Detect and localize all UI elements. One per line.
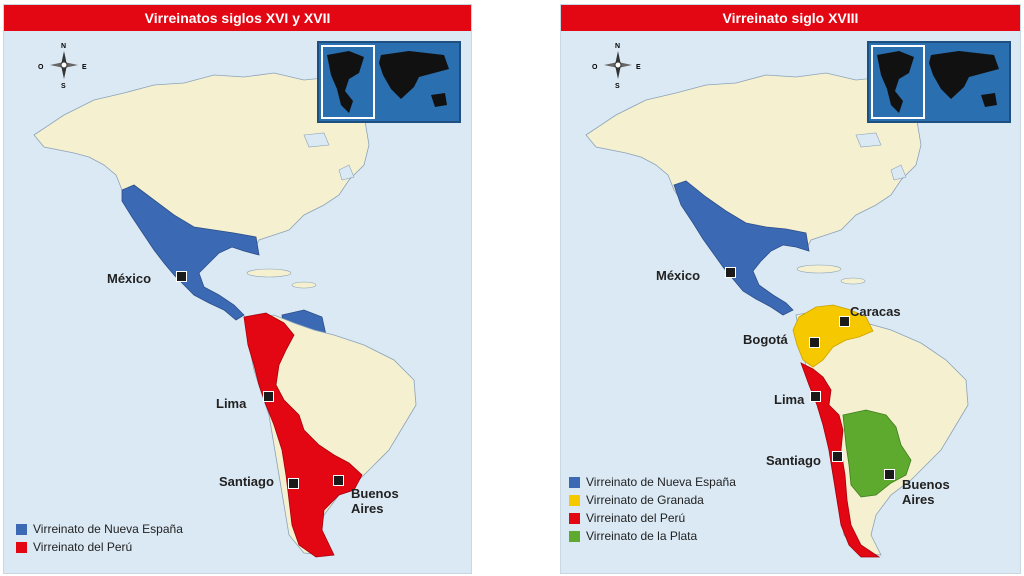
city-label-santiago: Santiago — [219, 474, 274, 489]
legend-item: Virreinato de Nueva España — [16, 520, 183, 538]
compass-n-label: N — [61, 43, 67, 50]
city-label-santiago: Santiago — [766, 453, 821, 468]
city-label-aires: Aires — [902, 491, 935, 507]
legend-label: Virreinato de la Plata — [586, 529, 698, 543]
compass-rose-icon — [44, 45, 84, 85]
compass-n-label: N — [615, 43, 621, 50]
legend-item: Virreinato de la Plata — [569, 527, 736, 545]
legend-label: Virreinato de Granada — [586, 493, 704, 507]
city-marker-santiago — [832, 451, 843, 462]
legend-item: Virreinato de Nueva España — [569, 473, 736, 491]
map-legend: Virreinato de Nueva España Virreinato de… — [569, 473, 736, 545]
city-label-mexico: México — [107, 271, 152, 286]
city-marker-buenos-aires — [884, 469, 895, 480]
city-marker-buenos-aires — [333, 475, 344, 486]
legend-swatch — [569, 530, 580, 542]
legend-label: Virreinato del Perú — [586, 511, 686, 525]
north-america-land — [585, 72, 922, 256]
legend-label: Virreinato del Perú — [33, 540, 133, 554]
panel-title: Virreinatos siglos XVI y XVII — [4, 5, 471, 31]
city-label-lima: Lima — [216, 396, 247, 411]
city-marker-santiago — [288, 478, 299, 489]
legend-swatch — [569, 512, 580, 524]
city-marker-mexico — [725, 267, 736, 278]
world-locator-inset — [867, 41, 1011, 123]
legend-swatch — [569, 476, 580, 488]
compass-s-label: S — [61, 83, 66, 90]
compass-s-label: S — [615, 83, 620, 90]
city-marker-caracas — [839, 316, 850, 327]
region-nueva-espana — [673, 180, 810, 316]
city-label-buenos-aires: Buenos Aires — [902, 477, 950, 508]
map-panel-right: Virreinato siglo XVIII N S E O — [560, 4, 1021, 574]
north-america-land — [33, 72, 370, 256]
compass-e-label: E — [82, 64, 87, 71]
city-label-buenos: Buenos — [902, 477, 950, 492]
panel-title: Virreinato siglo XVIII — [561, 5, 1020, 31]
region-nueva-espana — [121, 184, 260, 321]
compass-o-label: O — [592, 64, 598, 71]
city-marker-lima — [810, 391, 821, 402]
city-label-aires: Aires — [351, 500, 384, 516]
legend-swatch — [16, 541, 27, 553]
compass-e-label: E — [636, 64, 641, 71]
city-label-buenos: Buenos — [351, 486, 399, 501]
city-label-caracas: Caracas — [850, 304, 901, 319]
legend-item: Virreinato del Perú — [569, 509, 736, 527]
americas-map — [585, 42, 969, 558]
city-marker-bogota — [809, 337, 820, 348]
region-granada — [792, 304, 874, 368]
city-marker-mexico — [176, 271, 187, 282]
legend-item: Virreinato de Granada — [569, 491, 736, 509]
region-peru — [243, 312, 363, 558]
legend-label: Virreinato de Nueva España — [33, 522, 183, 536]
city-label-mexico: México — [656, 268, 701, 283]
world-locator-inset — [317, 41, 461, 123]
city-marker-lima — [263, 391, 274, 402]
city-label-lima: Lima — [774, 392, 805, 407]
city-label-buenos-aires: Buenos Aires — [351, 486, 399, 517]
compass-rose-icon — [598, 45, 638, 85]
compass-o-label: O — [38, 64, 44, 71]
legend-swatch — [16, 523, 27, 535]
legend-label: Virreinato de Nueva España — [586, 475, 736, 489]
legend-item: Virreinato del Perú — [16, 538, 183, 556]
map-panel-left: Virreinatos siglos XVI y XVII N S E O — [3, 4, 472, 574]
map-legend: Virreinato de Nueva España Virreinato de… — [16, 520, 183, 556]
legend-swatch — [569, 494, 580, 506]
city-label-bogota: Bogotá — [743, 332, 788, 347]
